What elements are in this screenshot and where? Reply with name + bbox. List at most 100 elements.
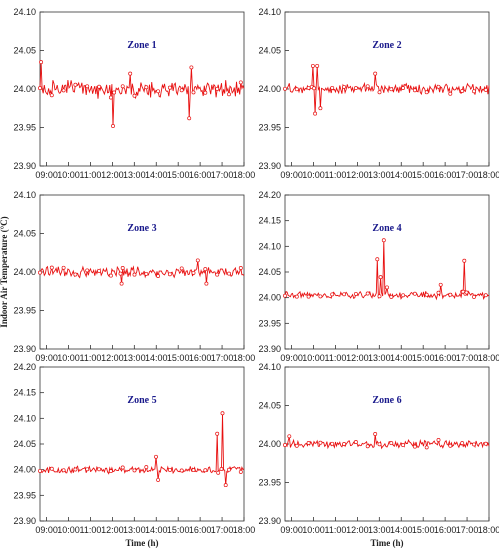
x-tick-label: 14:00 <box>145 525 168 535</box>
data-point <box>438 282 443 287</box>
y-tick-label: 23.95 <box>258 123 281 133</box>
x-tick-label: 10:00 <box>302 525 325 535</box>
x-tick-label: 14:00 <box>145 170 168 180</box>
data-point <box>373 432 378 436</box>
data-point <box>38 270 42 275</box>
x-tick-label: 17:00 <box>456 525 479 535</box>
chart-panel-6: 23.90 23.95 24.00 24.05 24.10 09:00 10:00 11:00… <box>258 362 499 548</box>
data-point <box>342 442 347 446</box>
data-point <box>118 271 123 276</box>
y-tick-label: 24.00 <box>13 267 36 277</box>
data-point <box>460 89 465 93</box>
x-tick-label: 12:00 <box>346 170 369 180</box>
x-tick-label: 17:00 <box>211 170 234 180</box>
data-point <box>381 238 386 243</box>
data-point <box>283 443 287 447</box>
data-point <box>294 87 299 92</box>
data-point <box>424 445 429 450</box>
y-tick-label: 24.05 <box>13 229 36 239</box>
data-point <box>203 90 208 95</box>
plot-frame <box>284 194 490 350</box>
data-point <box>318 106 323 111</box>
x-tick-label: 15:00 <box>167 170 190 180</box>
x-tick-label: 15:00 <box>412 353 435 363</box>
x-tick-label: 13:00 <box>368 525 391 535</box>
data-point <box>179 88 184 93</box>
chart-title: Zone 4 <box>372 223 401 234</box>
data-point <box>156 89 161 94</box>
x-tick-label: 18:00 <box>233 525 256 535</box>
chart-title: Zone 2 <box>372 40 401 51</box>
x-tick-label: 10:00 <box>302 170 325 180</box>
x-tick-label: 09:00 <box>280 525 303 535</box>
data-point <box>310 63 315 68</box>
data-point <box>483 87 488 92</box>
data-point <box>353 86 358 91</box>
y-tick-label: 24.10 <box>13 190 36 200</box>
y-tick-label: 23.90 <box>258 516 281 526</box>
y-tick-label: 24.10 <box>258 7 281 17</box>
data-point <box>330 85 335 90</box>
x-tick-label: 14:00 <box>390 353 413 363</box>
data-point <box>219 467 224 471</box>
data-point <box>412 291 417 296</box>
x-tick-label: 15:00 <box>412 170 435 180</box>
x-tick-label: 14:00 <box>390 170 413 180</box>
y-tick-label: 23.95 <box>258 478 281 488</box>
data-point <box>377 90 382 95</box>
x-tick-label: 16:00 <box>189 170 212 180</box>
data-point <box>61 88 66 93</box>
data-point <box>436 438 441 442</box>
data-point <box>132 93 137 98</box>
data-point <box>38 468 42 473</box>
x-tick-label: 12:00 <box>346 525 369 535</box>
data-point <box>377 442 382 447</box>
data-point <box>156 274 161 278</box>
data-point <box>112 90 117 95</box>
data-point <box>73 467 78 472</box>
y-tick-label: 24.00 <box>258 84 281 94</box>
y-tick-label: 24.00 <box>258 439 281 449</box>
data-point <box>97 268 102 273</box>
x-tick-label: 09:00 <box>280 353 303 363</box>
data-point <box>424 90 429 95</box>
chart-panel-5: 23.90 23.95 24.00 24.05 24.10 24.15 24.20 09:00… <box>13 362 255 548</box>
data-point <box>227 271 231 276</box>
data-point <box>179 266 184 271</box>
data-point <box>436 84 441 89</box>
x-axis-label: Time (h) <box>125 538 158 548</box>
data-point <box>97 467 102 472</box>
x-tick-label: 11:00 <box>325 525 347 535</box>
data-point <box>342 84 347 89</box>
chart-title: Zone 1 <box>127 40 156 51</box>
x-tick-label: 16:00 <box>434 525 457 535</box>
data-point <box>49 93 54 98</box>
x-tick-label: 16:00 <box>434 353 457 363</box>
y-tick-label: 23.90 <box>258 344 281 354</box>
data-point <box>448 443 453 448</box>
y-tick-label: 23.95 <box>258 318 281 328</box>
data-point <box>306 294 311 299</box>
data-point <box>375 257 380 262</box>
data-point <box>330 441 335 446</box>
x-tick-label: 09:00 <box>35 353 58 363</box>
y-tick-label: 24.05 <box>258 46 281 56</box>
x-axis-label: Time (h) <box>370 538 403 548</box>
y-tick-label: 24.00 <box>258 293 281 303</box>
data-point <box>365 84 370 89</box>
x-tick-label: 10:00 <box>57 170 80 180</box>
series-line <box>40 413 245 486</box>
data-point <box>215 431 220 436</box>
x-tick-label: 11:00 <box>325 353 347 363</box>
data-point <box>38 86 42 91</box>
data-point <box>238 469 243 474</box>
y-tick-label: 24.10 <box>13 7 36 17</box>
data-point <box>283 293 287 298</box>
x-tick-label: 15:00 <box>167 525 190 535</box>
data-point <box>144 85 149 90</box>
chart-title: Zone 3 <box>127 223 156 234</box>
data-point <box>472 442 476 447</box>
x-tick-label: 16:00 <box>434 170 457 180</box>
y-tick-label: 24.20 <box>13 362 36 372</box>
